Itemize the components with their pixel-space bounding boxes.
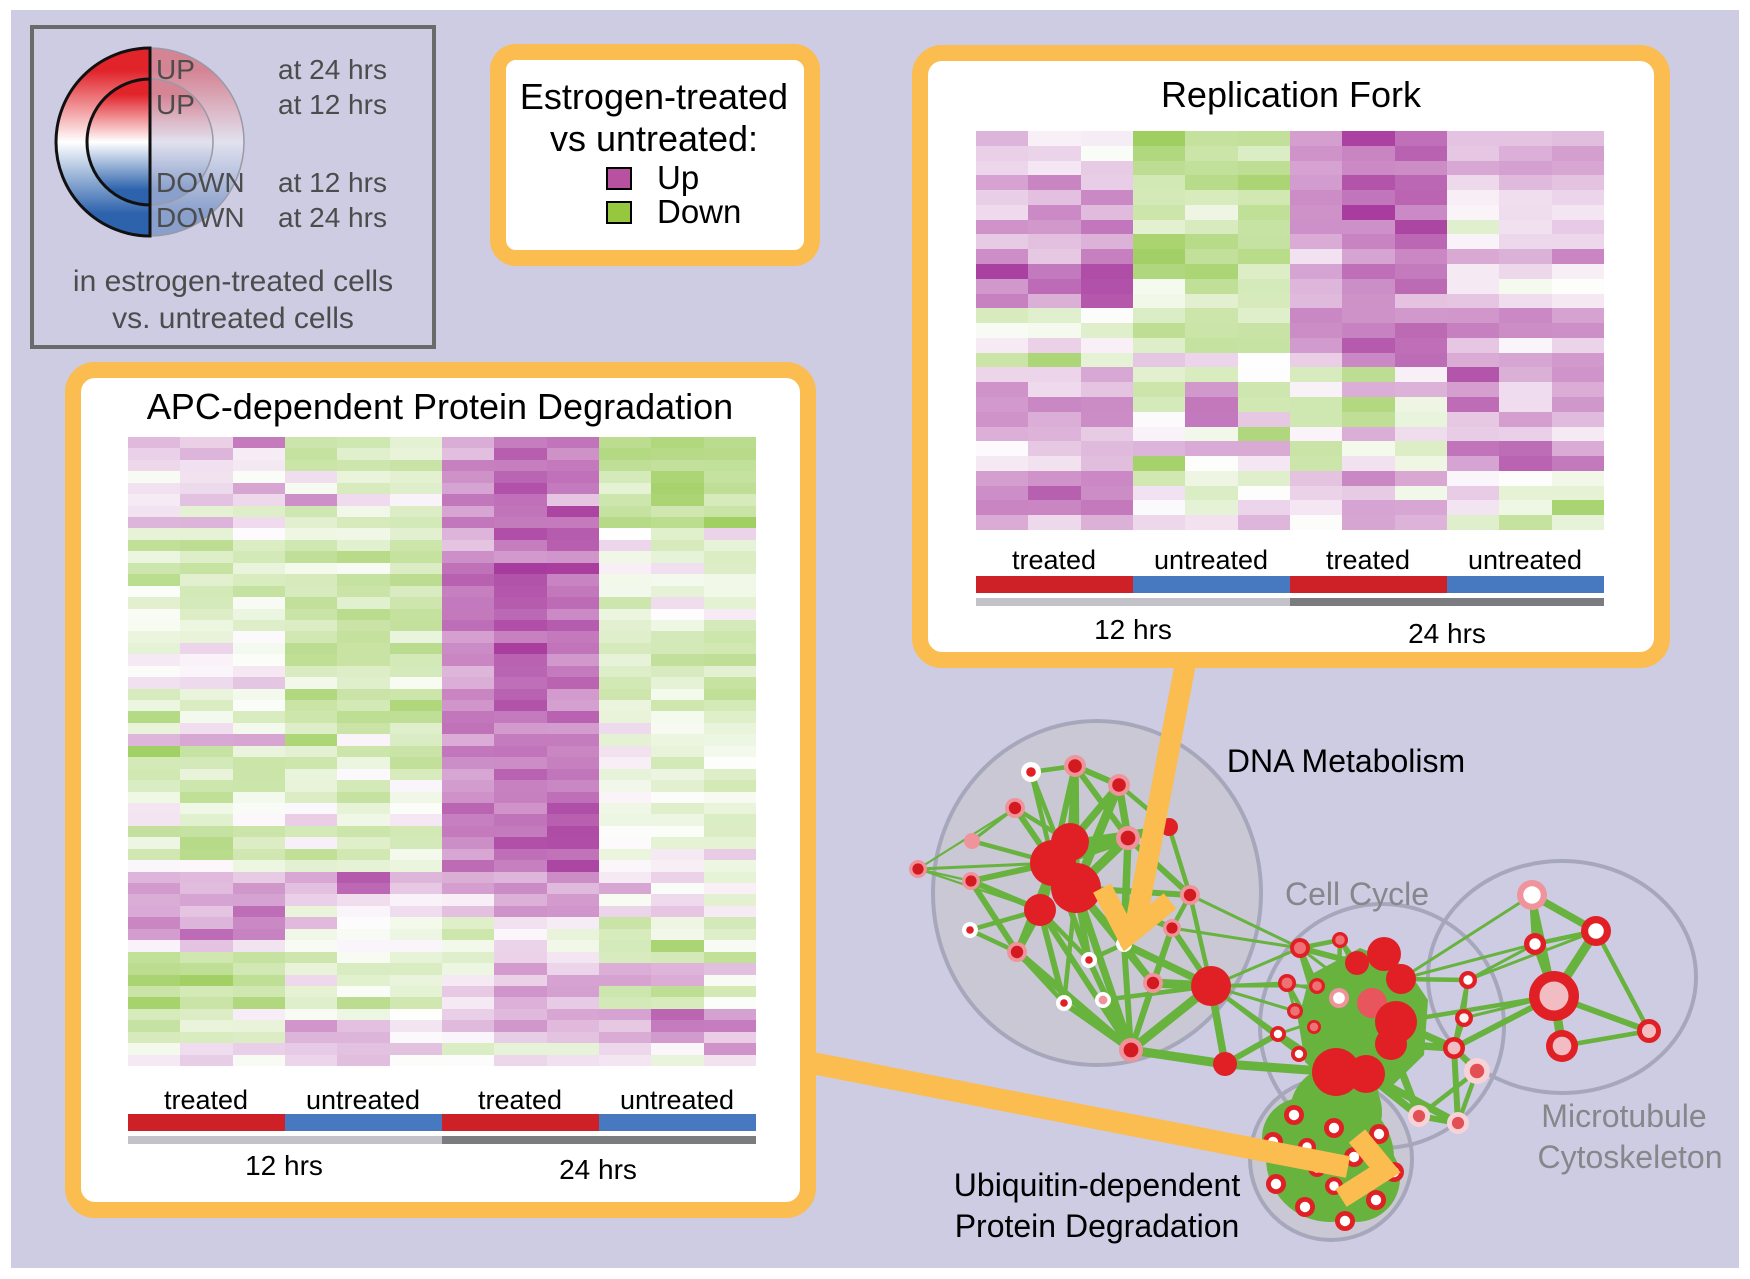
svg-text:Cell Cycle: Cell Cycle [1285, 876, 1429, 912]
svg-text:DOWN: DOWN [156, 202, 245, 233]
svg-text:untreated: untreated [1468, 545, 1582, 575]
svg-text:UP: UP [156, 89, 195, 120]
svg-text:12 hrs: 12 hrs [245, 1150, 323, 1181]
svg-text:treated: treated [1012, 545, 1096, 575]
svg-text:treated: treated [1326, 545, 1410, 575]
svg-text:Down: Down [657, 193, 741, 230]
svg-text:Protein Degradation: Protein Degradation [955, 1208, 1240, 1244]
svg-text:Ubiquitin-dependent: Ubiquitin-dependent [954, 1167, 1241, 1203]
svg-text:Microtubule: Microtubule [1541, 1098, 1706, 1134]
svg-text:24 hrs: 24 hrs [559, 1154, 637, 1185]
svg-text:at 24 hrs: at 24 hrs [278, 54, 387, 85]
svg-text:vs. untreated cells: vs. untreated cells [112, 302, 354, 335]
svg-text:untreated: untreated [306, 1085, 420, 1115]
svg-text:Replication Fork: Replication Fork [1161, 74, 1422, 115]
svg-text:vs untreated:: vs untreated: [550, 118, 758, 159]
svg-text:treated: treated [478, 1085, 562, 1115]
svg-text:DOWN: DOWN [156, 167, 245, 198]
svg-text:12 hrs: 12 hrs [1094, 614, 1172, 645]
svg-text:at 12 hrs: at 12 hrs [278, 89, 387, 120]
svg-text:at 12 hrs: at 12 hrs [278, 167, 387, 198]
svg-text:UP: UP [156, 54, 195, 85]
svg-text:APC-dependent Protein Degradat: APC-dependent Protein Degradation [147, 386, 733, 427]
svg-text:untreated: untreated [620, 1085, 734, 1115]
svg-text:24 hrs: 24 hrs [1408, 618, 1486, 649]
svg-text:Cytoskeleton: Cytoskeleton [1538, 1139, 1723, 1175]
svg-text:in estrogen-treated cells: in estrogen-treated cells [73, 265, 393, 298]
svg-text:untreated: untreated [1154, 545, 1268, 575]
svg-text:at 24 hrs: at 24 hrs [278, 202, 387, 233]
svg-text:Up: Up [657, 159, 699, 196]
svg-text:treated: treated [164, 1085, 248, 1115]
svg-text:DNA Metabolism: DNA Metabolism [1227, 743, 1465, 779]
svg-text:Estrogen-treated: Estrogen-treated [520, 76, 788, 117]
